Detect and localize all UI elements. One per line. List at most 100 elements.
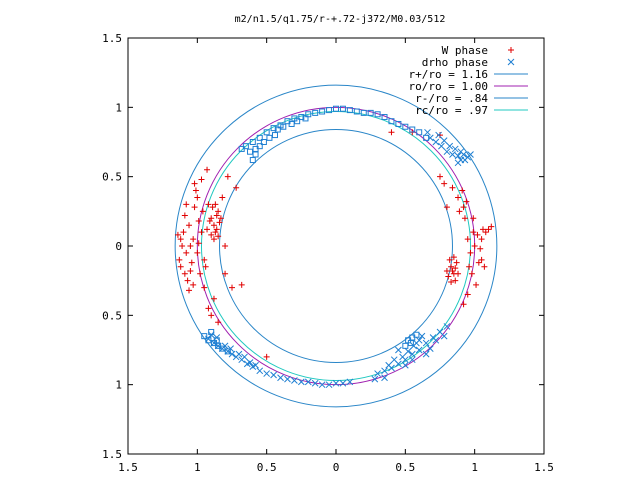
- data-points: [174, 105, 495, 389]
- x-tick-label: 0: [333, 461, 340, 474]
- drho-phase-point: [422, 339, 430, 347]
- x-tick-label: 0.5: [257, 461, 277, 474]
- y-tick-label: 1: [115, 379, 122, 392]
- w-phase-point: [450, 254, 457, 261]
- square-point: [407, 340, 414, 347]
- drho-phase-point: [443, 323, 451, 330]
- drho-phase-point: [415, 346, 423, 354]
- legend-label: drho phase: [422, 56, 488, 69]
- drho-phase-point: [277, 374, 284, 382]
- w-phase-point: [191, 204, 198, 211]
- square-point: [312, 109, 319, 116]
- drho-phase-point: [507, 58, 515, 66]
- legend-label: r+/ro = 1.16: [409, 68, 488, 81]
- w-phase-point: [176, 256, 183, 263]
- square-point: [247, 148, 254, 155]
- w-phase-point: [177, 263, 184, 270]
- w-phase-point: [190, 236, 197, 243]
- w-phase-point: [485, 226, 492, 233]
- w-phase-point: [187, 267, 194, 274]
- w-phase-point: [215, 208, 222, 215]
- square-point: [381, 114, 388, 121]
- w-phase-point: [477, 245, 484, 252]
- w-phase-point: [197, 270, 204, 277]
- square-point: [395, 120, 402, 127]
- drho-phase-point: [291, 377, 298, 384]
- drho-phase-point: [263, 370, 271, 377]
- w-phase-point: [215, 233, 222, 240]
- square-point: [201, 333, 208, 340]
- w-phase-point: [229, 284, 235, 291]
- square-point: [302, 115, 309, 122]
- square-point: [263, 129, 270, 136]
- square-point: [288, 120, 295, 127]
- w-phase-point: [481, 263, 488, 270]
- w-phase-point: [222, 243, 229, 249]
- w-phase-point: [181, 212, 188, 219]
- square-point: [402, 342, 409, 349]
- square-point: [413, 331, 420, 338]
- w-phase-point: [479, 226, 486, 233]
- drho-phase-point: [440, 332, 448, 340]
- w-phase-point: [459, 187, 466, 194]
- drho-phase-point: [440, 137, 448, 144]
- w-phase-point: [478, 236, 485, 243]
- square-point: [252, 151, 259, 158]
- square-point: [367, 109, 374, 116]
- w-phase-point: [474, 231, 481, 238]
- w-phase-point: [216, 219, 223, 226]
- legend-label: rc/ro = .97: [415, 104, 488, 117]
- square-point: [346, 107, 353, 114]
- square-point: [238, 145, 245, 152]
- w-phase-point: [452, 265, 459, 272]
- circle-rro: [174, 84, 498, 408]
- w-phase-point: [464, 291, 471, 298]
- drho-phase-point: [385, 361, 393, 369]
- square-point: [274, 126, 281, 133]
- drho-phase-point: [454, 159, 462, 167]
- drho-phase-point: [451, 145, 459, 153]
- drho-phase-point: [252, 361, 259, 369]
- drho-phase-point: [241, 353, 248, 361]
- w-phase-point: [437, 173, 443, 180]
- x-tick-label: 1.5: [118, 461, 138, 474]
- w-phase-point: [455, 194, 462, 201]
- square-point: [298, 114, 305, 121]
- legend-label: ro/ro = 1.00: [409, 80, 488, 93]
- legend-label: r-/ro = .84: [415, 92, 488, 105]
- w-phase-point: [195, 218, 202, 225]
- drho-phase-point: [467, 151, 474, 158]
- square-point: [205, 337, 212, 344]
- w-phase-point: [198, 176, 205, 183]
- w-phase-point: [212, 229, 219, 236]
- drho-phase-point: [371, 375, 379, 383]
- w-phase-point: [441, 180, 448, 187]
- square-point: [280, 123, 287, 130]
- y-tick-label: 0: [115, 240, 122, 253]
- w-phase-point: [443, 267, 450, 274]
- square-point: [374, 111, 381, 118]
- drho-phase-point: [246, 359, 254, 366]
- drho-phase-point: [426, 345, 434, 352]
- square-point: [219, 345, 226, 352]
- w-phase-point: [453, 259, 460, 266]
- w-phase-point: [217, 215, 224, 222]
- y-tick-label: 1.5: [102, 448, 122, 461]
- square-point: [339, 105, 346, 112]
- w-phase-point: [184, 277, 191, 284]
- w-phase-point: [213, 226, 220, 233]
- square-point: [260, 139, 267, 145]
- w-phase-point: [190, 281, 197, 288]
- w-phase-point: [183, 201, 190, 208]
- square-point: [271, 132, 278, 139]
- square-point: [416, 129, 423, 136]
- square-point: [294, 118, 301, 125]
- drho-phase-point: [284, 375, 291, 383]
- drho-phase-point: [346, 378, 354, 386]
- w-phase-point: [188, 259, 195, 266]
- x-tick-label: 1: [471, 461, 478, 474]
- w-phase-point: [233, 184, 240, 191]
- w-phase-point: [177, 236, 184, 243]
- w-phase-point: [463, 198, 470, 205]
- w-phase-point: [202, 263, 209, 270]
